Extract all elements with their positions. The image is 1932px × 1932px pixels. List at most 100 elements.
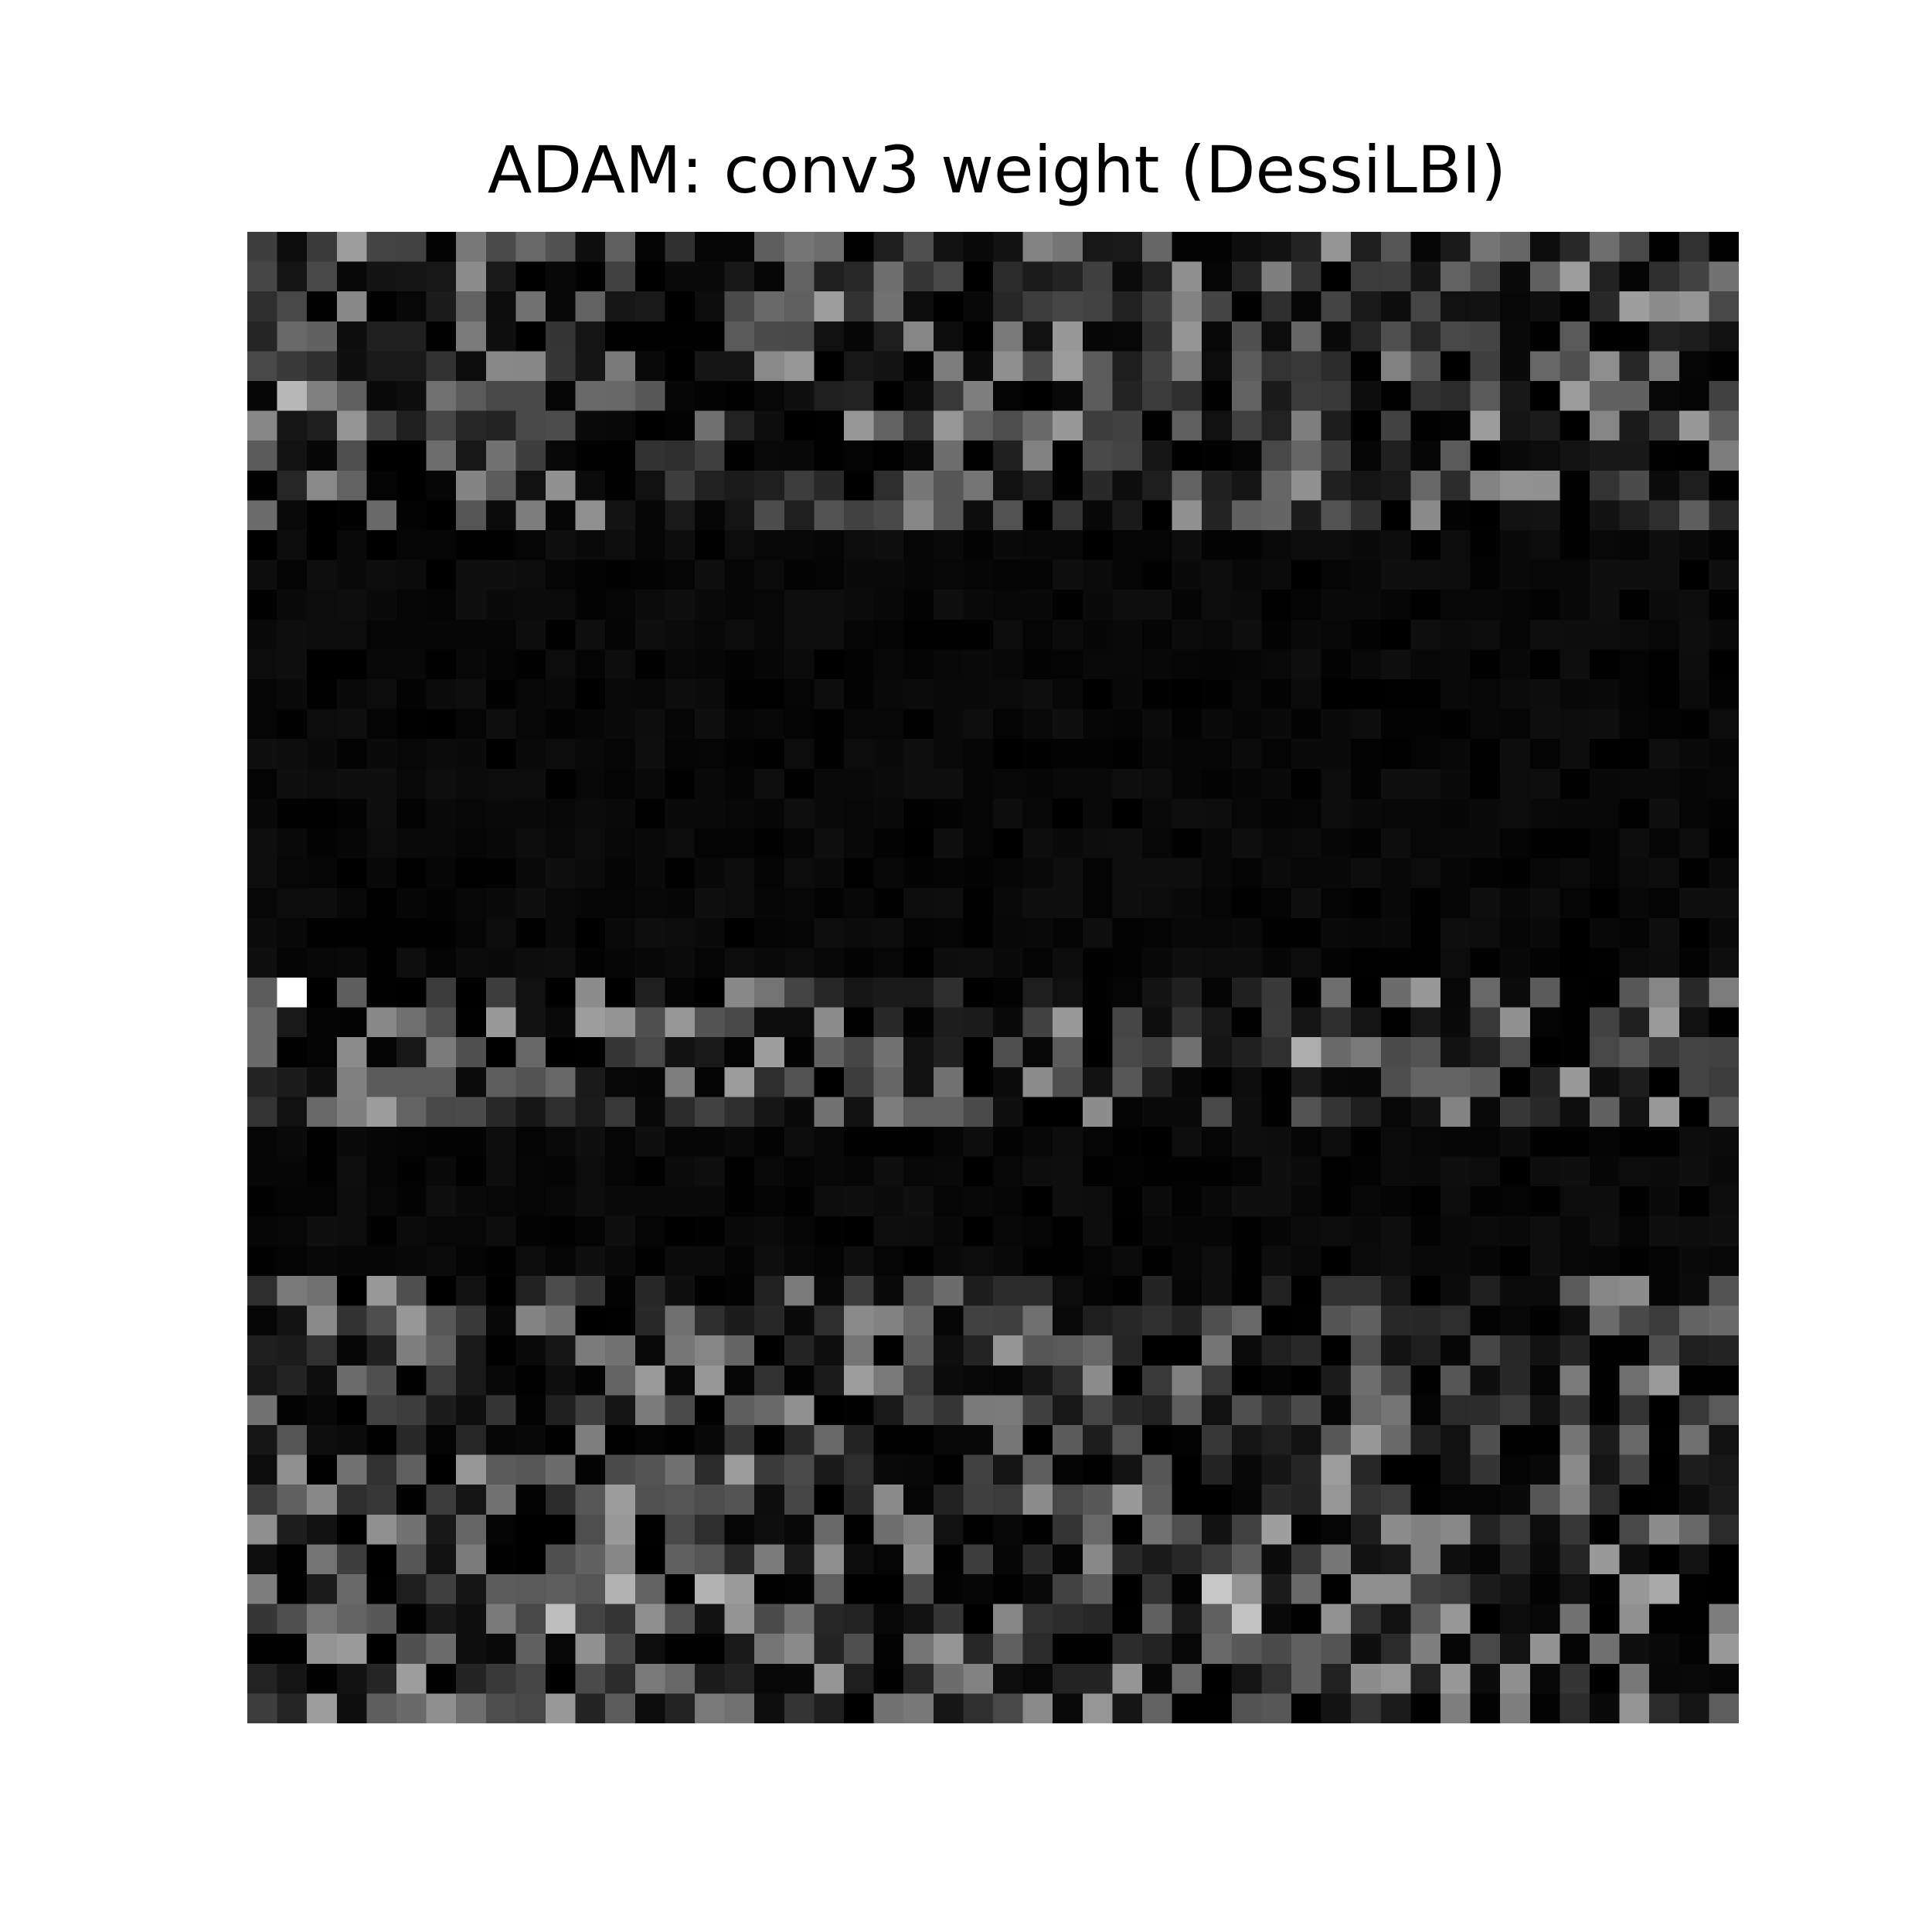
heatmap-cell [1291, 947, 1321, 978]
heatmap-cell [844, 410, 874, 441]
heatmap-cell [933, 1634, 964, 1664]
heatmap-cell [1142, 1663, 1172, 1694]
heatmap-cell [1082, 381, 1113, 411]
heatmap-cell [754, 410, 784, 441]
heatmap-cell [814, 410, 844, 441]
heatmap-cell [665, 978, 695, 1008]
heatmap-cell [396, 261, 427, 292]
heatmap-cell [665, 1335, 695, 1366]
heatmap-cell [546, 500, 576, 530]
heatmap-cell [814, 1127, 844, 1157]
heatmap-cell [1142, 1156, 1172, 1187]
heatmap-cell [1560, 917, 1590, 948]
heatmap-cell [1410, 1365, 1440, 1396]
heatmap-cell [1142, 798, 1172, 828]
heatmap-cell [1410, 590, 1440, 620]
heatmap-cell [546, 232, 576, 262]
heatmap-cell [605, 1634, 635, 1664]
heatmap-cell [1649, 649, 1679, 679]
heatmap-cell [1112, 888, 1142, 918]
heatmap-cell [1112, 381, 1142, 411]
heatmap-cell [1053, 1485, 1083, 1515]
heatmap-cell [1022, 1335, 1053, 1366]
heatmap-cell [1082, 1276, 1113, 1306]
heatmap-cell [933, 798, 964, 828]
heatmap-cell [307, 1544, 337, 1574]
heatmap-cell [1380, 649, 1411, 679]
heatmap-cell [903, 1454, 934, 1485]
heatmap-cell [1410, 1544, 1440, 1574]
heatmap-cell [336, 1276, 367, 1306]
heatmap-cell [814, 888, 844, 918]
heatmap-cell [605, 1693, 635, 1723]
heatmap-cell [1022, 858, 1053, 889]
heatmap-cell [784, 1216, 815, 1247]
heatmap-cell [814, 1574, 844, 1604]
heatmap-cell [277, 261, 308, 292]
heatmap-cell [1679, 1246, 1709, 1276]
heatmap-cell [724, 1216, 755, 1247]
heatmap-cell [754, 1186, 784, 1216]
heatmap-cell [1142, 1216, 1172, 1247]
heatmap-cell [1560, 1663, 1590, 1694]
heatmap-cell [665, 351, 695, 381]
heatmap-cell [1709, 1246, 1739, 1276]
heatmap-cell [754, 291, 784, 321]
heatmap-cell [1022, 232, 1053, 262]
heatmap-cell [1202, 1395, 1232, 1425]
heatmap-cell [456, 1305, 486, 1336]
heatmap-cell [1351, 888, 1381, 918]
heatmap-cell [1351, 1127, 1381, 1157]
heatmap-cell [933, 1127, 964, 1157]
heatmap-cell [277, 1604, 308, 1634]
heatmap-cell [1231, 1276, 1262, 1306]
heatmap-cell [336, 978, 367, 1008]
heatmap-cell [1172, 560, 1202, 590]
heatmap-cell [1142, 1634, 1172, 1664]
heatmap-cell [963, 1604, 993, 1634]
heatmap-cell [873, 1305, 904, 1336]
heatmap-cell [1112, 1037, 1142, 1067]
heatmap-cell [1590, 1037, 1620, 1067]
heatmap-cell [1410, 1097, 1440, 1127]
heatmap-cell [634, 1216, 665, 1247]
heatmap-cell [1440, 410, 1471, 441]
heatmap-cell [456, 1186, 486, 1216]
heatmap-cell [993, 768, 1023, 799]
heatmap-cell [1500, 679, 1530, 709]
heatmap-cell [1351, 1425, 1381, 1455]
heatmap-cell [1410, 1574, 1440, 1604]
heatmap-cell [1529, 1544, 1560, 1574]
heatmap-cell [307, 947, 337, 978]
heatmap-cell [1529, 619, 1560, 650]
heatmap-cell [844, 261, 874, 292]
heatmap-cell [1649, 1156, 1679, 1187]
heatmap-cell [485, 1305, 516, 1336]
heatmap-cell [1679, 619, 1709, 650]
heatmap-cell [724, 1395, 755, 1425]
heatmap-cell [634, 1425, 665, 1455]
heatmap-cell [247, 917, 277, 948]
heatmap-cell [814, 917, 844, 948]
heatmap-cell [1679, 1604, 1709, 1634]
heatmap-cell [873, 798, 904, 828]
heatmap-cell [634, 1514, 665, 1545]
heatmap-cell [1380, 1663, 1411, 1694]
heatmap-cell [1231, 1097, 1262, 1127]
heatmap-cell [396, 1216, 427, 1247]
heatmap-cell [1291, 1514, 1321, 1545]
heatmap-cell [485, 440, 516, 471]
heatmap-cell [1679, 440, 1709, 471]
heatmap-cell [903, 530, 934, 560]
heatmap-cell [1440, 1127, 1471, 1157]
heatmap-cell [515, 1216, 546, 1247]
heatmap-cell [366, 1216, 396, 1247]
heatmap-cell [366, 947, 396, 978]
heatmap-cell [1261, 1574, 1291, 1604]
heatmap-cell [1679, 858, 1709, 889]
heatmap-cell [1112, 1335, 1142, 1366]
heatmap-cell [307, 1454, 337, 1485]
heatmap-cell [993, 1693, 1023, 1723]
heatmap-cell [784, 1485, 815, 1515]
heatmap-cell [873, 1335, 904, 1366]
